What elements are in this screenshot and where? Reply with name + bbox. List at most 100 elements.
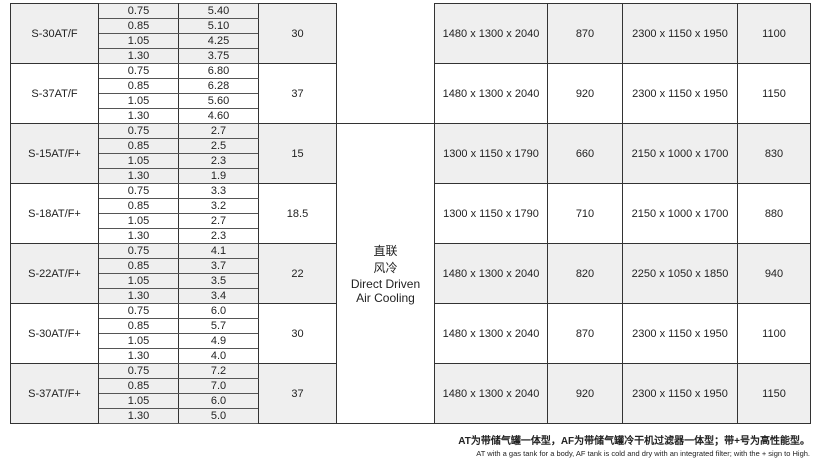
spec-table-container: S-30AT/F 0.75 5.40 30 1480 x 1300 x 2040 870 2… bbox=[10, 3, 811, 424]
dimensions2-cell: 2150 x 1000 x 1700 bbox=[622, 183, 738, 244]
pressure-cell: 0.75 bbox=[98, 123, 179, 139]
dimensions2-cell: 2250 x 1050 x 1850 bbox=[622, 243, 738, 304]
dimensions2-cell: 2300 x 1150 x 1950 bbox=[622, 303, 738, 364]
pressure-cell: 0.85 bbox=[98, 258, 179, 274]
dimensions-cell: 1300 x 1150 x 1790 bbox=[434, 123, 548, 184]
flow-cell: 7.0 bbox=[178, 378, 259, 394]
power-cell: 37 bbox=[258, 63, 337, 124]
pressure-cell: 1.30 bbox=[98, 108, 179, 124]
model-cell: S-18AT/F+ bbox=[10, 183, 99, 244]
pressure-cell: 0.85 bbox=[98, 78, 179, 94]
dimensions2-cell: 2300 x 1150 x 1950 bbox=[622, 363, 738, 424]
weight-cell: 660 bbox=[547, 123, 623, 184]
weight2-cell: 1100 bbox=[737, 3, 811, 64]
flow-cell: 5.60 bbox=[178, 93, 259, 109]
flow-cell: 4.9 bbox=[178, 333, 259, 349]
pressure-cell: 1.30 bbox=[98, 168, 179, 184]
table-row: 1.05 6.0 bbox=[11, 393, 811, 409]
dimensions-cell: 1480 x 1300 x 2040 bbox=[434, 363, 548, 424]
table-row: 1.05 4.9 bbox=[11, 333, 811, 349]
pressure-cell: 1.30 bbox=[98, 288, 179, 304]
flow-cell: 2.7 bbox=[178, 123, 259, 139]
model-cell: S-37AT/F bbox=[10, 63, 99, 124]
flow-cell: 4.25 bbox=[178, 33, 259, 49]
table-row: S-15AT/F+ 0.75 2.7 15 直联 风冷 Direct Driven Air C… bbox=[10, 123, 811, 424]
weight-cell: 820 bbox=[547, 243, 623, 304]
flow-cell: 2.3 bbox=[178, 153, 259, 169]
pressure-cell: 1.05 bbox=[98, 93, 179, 109]
note-english: AT with a gas tank for a body, AF tank i… bbox=[476, 449, 810, 458]
table-row: S-37AT/F+ 0.75 7.2 37 1480 x 1300 x 2040 920 2… bbox=[10, 363, 811, 424]
dimensions-cell: 1480 x 1300 x 2040 bbox=[434, 3, 548, 64]
table-row: 1.05 2.3 bbox=[11, 153, 811, 169]
flow-cell: 4.0 bbox=[178, 348, 259, 364]
cooling-label-zh1: 直联 bbox=[373, 243, 398, 258]
flow-cell: 3.3 bbox=[178, 183, 259, 199]
cooling-cell-empty bbox=[336, 3, 435, 124]
pressure-cell: 0.85 bbox=[98, 378, 179, 394]
table-row: S-22AT/F+ 0.75 4.1 22 1480 x 1300 x 2040 820 2… bbox=[10, 243, 811, 304]
pressure-cell: 1.05 bbox=[98, 273, 179, 289]
dimensions2-cell: 2300 x 1150 x 1950 bbox=[622, 63, 738, 124]
cooling-label-en2: Air Cooling bbox=[356, 290, 415, 305]
flow-cell: 4.1 bbox=[178, 243, 259, 259]
weight-cell: 920 bbox=[547, 363, 623, 424]
table-row: 1.30 3.75 bbox=[11, 48, 811, 64]
table-row: 1.30 3.4 bbox=[11, 288, 811, 304]
cooling-cell: 直联风冷 Direct Driven Air Cooling bbox=[336, 123, 435, 424]
flow-cell: 5.0 bbox=[178, 408, 259, 424]
dimensions-cell: 1480 x 1300 x 2040 bbox=[434, 303, 548, 364]
weight2-cell: 1150 bbox=[737, 363, 811, 424]
pressure-cell: 1.05 bbox=[98, 33, 179, 49]
weight-cell: 710 bbox=[547, 183, 623, 244]
flow-cell: 7.2 bbox=[178, 363, 259, 379]
dimensions2-cell: 2150 x 1000 x 1700 bbox=[622, 123, 738, 184]
pressure-cell: 0.85 bbox=[98, 318, 179, 334]
pressure-cell: 0.75 bbox=[98, 3, 179, 19]
flow-cell: 5.40 bbox=[178, 3, 259, 19]
flow-cell: 4.60 bbox=[178, 108, 259, 124]
power-cell: 18.5 bbox=[258, 183, 337, 244]
flow-cell: 2.5 bbox=[178, 138, 259, 154]
dimensions-cell: 1300 x 1150 x 1790 bbox=[434, 183, 548, 244]
flow-cell: 3.5 bbox=[178, 273, 259, 289]
weight-cell: 870 bbox=[547, 3, 623, 64]
pressure-cell: 1.05 bbox=[98, 153, 179, 169]
power-cell: 30 bbox=[258, 3, 337, 64]
weight2-cell: 1100 bbox=[737, 303, 811, 364]
weight-cell: 870 bbox=[547, 303, 623, 364]
cooling-label-en1: Direct Driven bbox=[350, 276, 421, 291]
table-row: 1.30 5.0 bbox=[11, 408, 811, 424]
dimensions-cell: 1480 x 1300 x 2040 bbox=[434, 243, 548, 304]
flow-cell: 6.28 bbox=[178, 78, 259, 94]
flow-cell: 2.7 bbox=[178, 213, 259, 229]
pressure-cell: 1.05 bbox=[98, 393, 179, 409]
weight2-cell: 880 bbox=[737, 183, 811, 244]
pressure-cell: 1.05 bbox=[98, 213, 179, 229]
flow-cell: 6.0 bbox=[178, 303, 259, 319]
table-row: 0.85 2.5 bbox=[11, 138, 811, 154]
pressure-cell: 0.75 bbox=[98, 363, 179, 379]
flow-cell: 3.4 bbox=[178, 288, 259, 304]
pressure-cell: 1.30 bbox=[98, 408, 179, 424]
model-cell: S-22AT/F+ bbox=[10, 243, 99, 304]
pressure-cell: 1.30 bbox=[98, 48, 179, 64]
pressure-cell: 0.85 bbox=[98, 198, 179, 214]
weight2-cell: 1150 bbox=[737, 63, 811, 124]
flow-cell: 6.80 bbox=[178, 63, 259, 79]
model-cell: S-30AT/F+ bbox=[10, 303, 99, 364]
dimensions2-cell: 2300 x 1150 x 1950 bbox=[622, 3, 738, 64]
table-row: 1.30 4.0 bbox=[11, 348, 811, 364]
model-cell: S-37AT/F+ bbox=[10, 363, 99, 424]
weight2-cell: 940 bbox=[737, 243, 811, 304]
power-cell: 37 bbox=[258, 363, 337, 424]
spec-table: S-30AT/F 0.75 5.40 30 1480 x 1300 x 2040 870 2… bbox=[10, 3, 811, 424]
pressure-cell: 0.75 bbox=[98, 63, 179, 79]
model-cell: S-15AT/F+ bbox=[10, 123, 99, 184]
weight-cell: 920 bbox=[547, 63, 623, 124]
model-cell: S-30AT/F bbox=[10, 3, 99, 64]
pressure-cell: 1.30 bbox=[98, 228, 179, 244]
cooling-label-zh2: 风冷 bbox=[373, 260, 398, 275]
pressure-cell: 0.75 bbox=[98, 243, 179, 259]
flow-cell: 3.75 bbox=[178, 48, 259, 64]
